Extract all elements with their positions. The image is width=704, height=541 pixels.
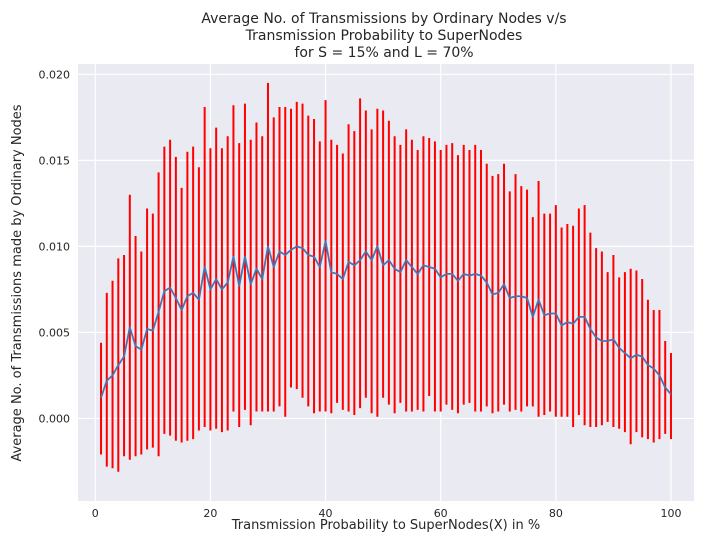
x-tick-label: 20 [203,507,217,520]
y-tick-label: 0.005 [39,326,71,339]
y-tick-label: 0.020 [39,68,71,81]
x-tick-label: 100 [660,507,681,520]
y-axis-ticks: 0.000 0.005 0.010 0.015 0.020 [39,68,71,425]
y-tick-label: 0.015 [39,154,71,167]
x-tick-label: 80 [549,507,563,520]
y-axis-label: Average No. of Transmissions made by Ord… [10,104,25,461]
chart-title: Average No. of Transmissions by Ordinary… [201,11,566,61]
x-axis-ticks: 0 20 40 60 80 100 [92,507,682,520]
x-tick-label: 60 [434,507,448,520]
x-tick-label: 0 [92,507,99,520]
title-line-2: Transmission Probability to SuperNodes [245,28,523,44]
x-axis-label: Transmission Probability to SuperNodes(X… [231,518,540,533]
x-tick-label: 40 [319,507,333,520]
y-tick-label: 0.000 [39,412,71,425]
mean-line [100,240,672,399]
title-line-1: Average No. of Transmissions by Ordinary… [201,11,566,27]
y-tick-label: 0.010 [39,240,71,253]
title-line-3: for S = 15% and L = 70% [294,45,473,61]
